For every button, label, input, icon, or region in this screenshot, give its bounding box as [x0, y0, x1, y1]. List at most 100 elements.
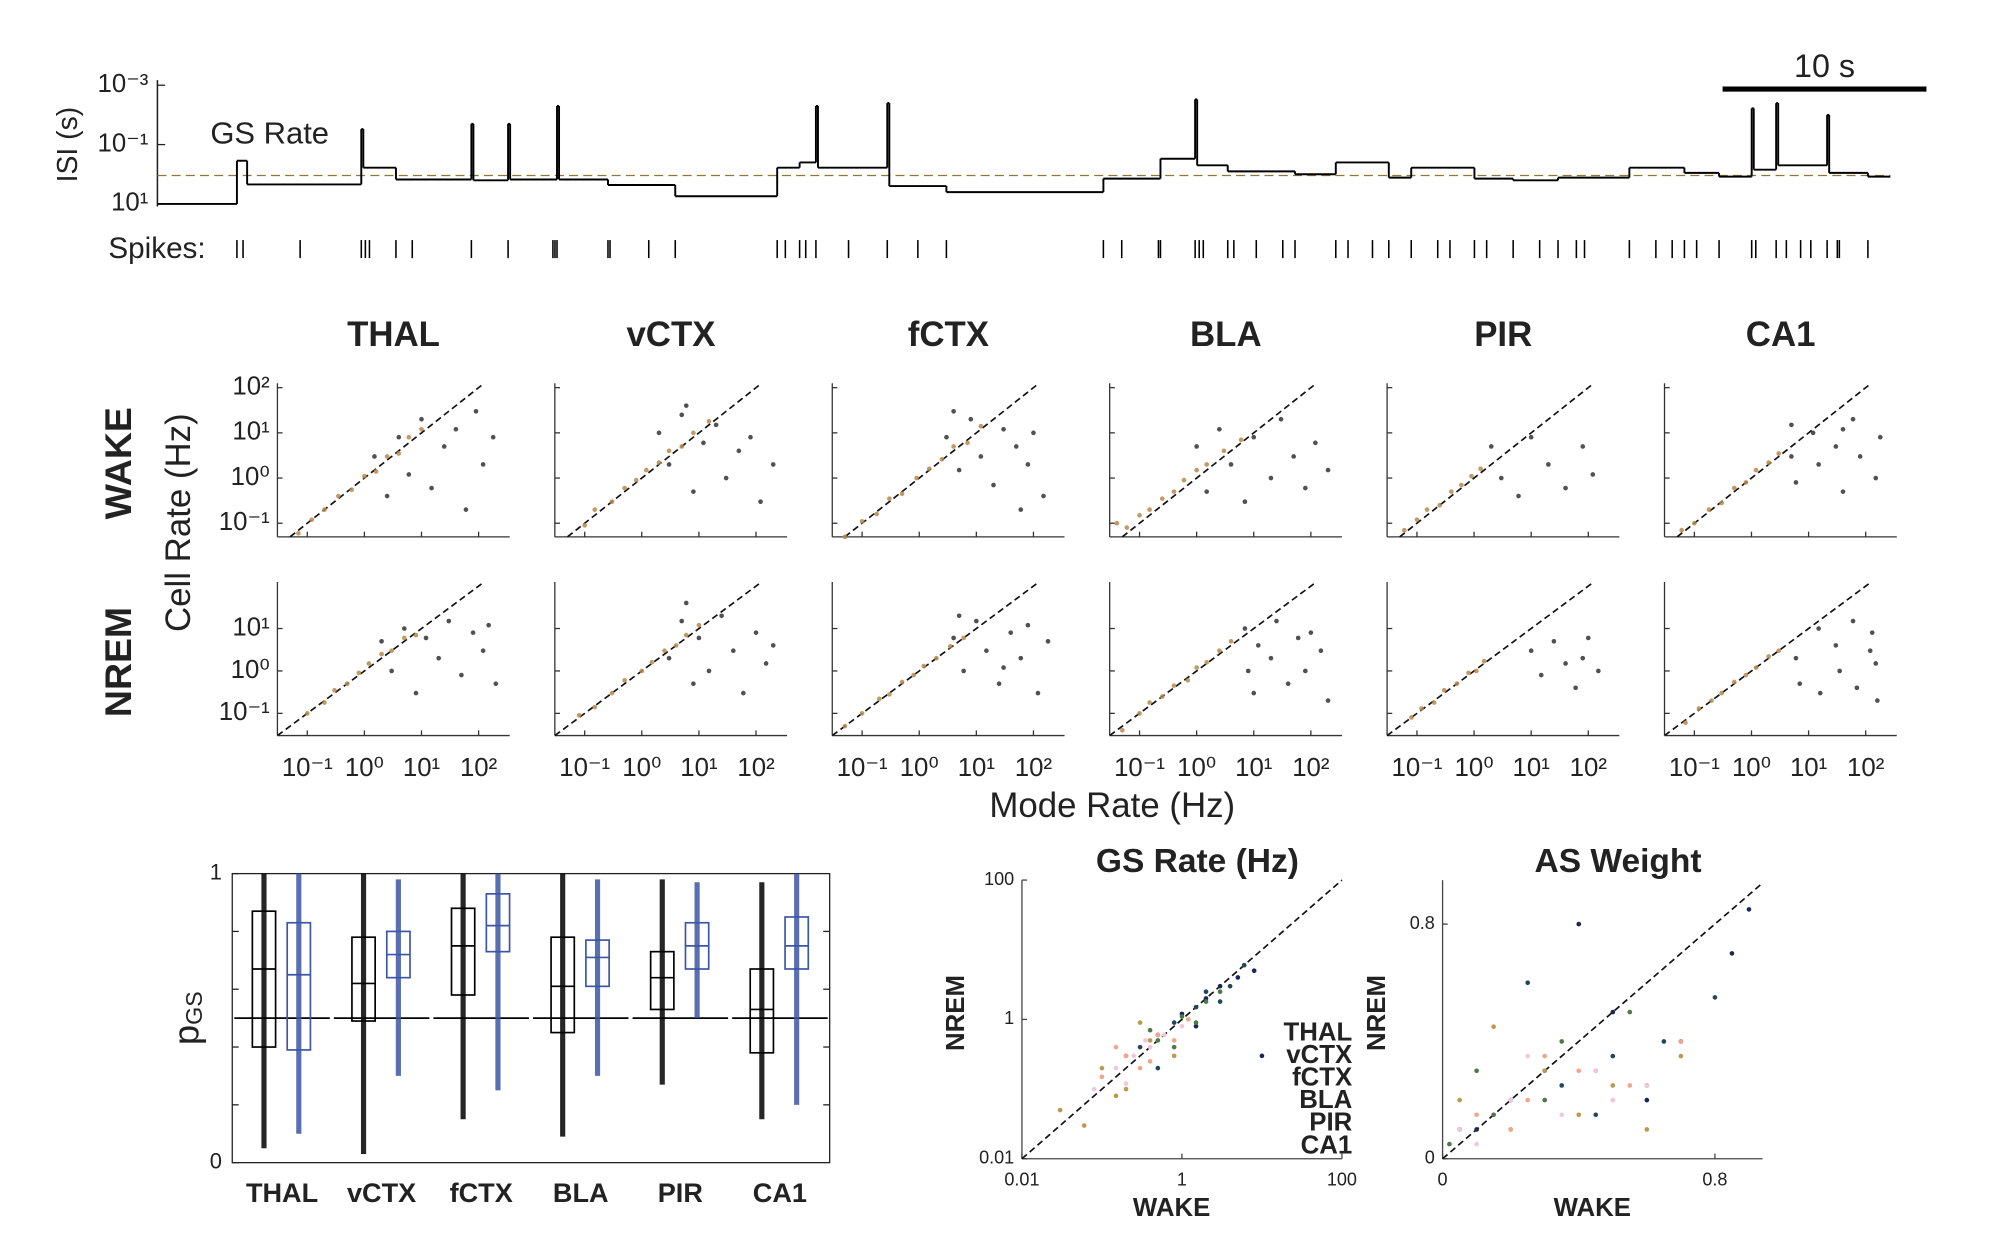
row-label: NREM: [97, 607, 139, 717]
point: [1696, 706, 1702, 711]
x-tick-label: 10⁰: [622, 754, 661, 782]
point: [1474, 1112, 1479, 1118]
point: [344, 681, 350, 687]
point: [1325, 467, 1331, 473]
point: [441, 444, 447, 449]
x-tick-label: 10¹: [1235, 754, 1273, 782]
point: [1596, 668, 1601, 674]
x-tick-label: 10⁰: [1177, 754, 1216, 782]
column-title: CA1: [1746, 315, 1816, 354]
point: [1753, 467, 1759, 473]
point: [1147, 1059, 1153, 1064]
x-tick-label: 10⁰: [1732, 754, 1771, 782]
point: [1278, 416, 1284, 422]
point: [683, 600, 689, 606]
plot-frame: [231, 872, 831, 1164]
point: [1303, 668, 1308, 674]
point: [1875, 698, 1880, 703]
point: [356, 670, 362, 676]
y-tick-label: 10¹: [232, 418, 270, 446]
point: [1114, 520, 1120, 526]
point: [1081, 1123, 1087, 1128]
point: [1242, 626, 1248, 631]
point: [1459, 482, 1464, 488]
point: [1001, 426, 1006, 432]
point: [1194, 444, 1199, 449]
point: [1585, 635, 1591, 641]
point: [1833, 643, 1839, 648]
point: [662, 648, 667, 654]
point: [842, 723, 848, 729]
x-axis-label: Mode Rate (Hz): [989, 786, 1235, 825]
box: [351, 936, 376, 1022]
point: [1025, 622, 1031, 628]
point: [1551, 638, 1557, 644]
point: [1203, 989, 1209, 995]
point: [1217, 983, 1223, 989]
point: [1137, 1020, 1143, 1025]
point: [1563, 485, 1568, 491]
point: [332, 687, 337, 693]
point: [1610, 1009, 1616, 1015]
point: [576, 712, 582, 718]
point: [1850, 618, 1856, 624]
point: [666, 462, 672, 467]
point: [1525, 1097, 1531, 1103]
point: [1419, 706, 1424, 711]
point: [1137, 1065, 1143, 1071]
point: [322, 700, 327, 705]
point: [1045, 638, 1051, 644]
point: [1593, 1068, 1599, 1074]
point: [1840, 489, 1846, 494]
point: [956, 613, 962, 619]
point: [384, 493, 390, 499]
point: [991, 482, 996, 488]
point: [486, 622, 491, 628]
point: [1171, 1053, 1177, 1059]
x-tick-label: 10²: [737, 754, 775, 782]
point: [683, 403, 689, 408]
point: [1593, 1112, 1599, 1118]
chart-title: AS Weight: [1535, 843, 1702, 880]
point: [1474, 1127, 1479, 1132]
point: [1457, 1127, 1462, 1132]
point: [713, 422, 719, 428]
point: [622, 678, 627, 683]
point: [309, 517, 315, 522]
point: [1308, 630, 1314, 635]
x-tick-label: BLA: [553, 1177, 609, 1208]
point: [1274, 618, 1279, 624]
point: [1091, 1086, 1097, 1092]
point: [753, 630, 759, 635]
x-tick-label: 100: [1327, 1169, 1357, 1189]
point: [1147, 1044, 1153, 1050]
point: [1227, 983, 1233, 989]
point: [1131, 1053, 1137, 1059]
point: [1488, 444, 1494, 449]
point: [362, 473, 367, 479]
point: [887, 692, 892, 697]
point: [666, 655, 672, 661]
point: [1057, 1107, 1063, 1113]
point: [683, 632, 689, 638]
x-tick-label: 10⁰: [1455, 754, 1494, 782]
x-tick-label: 10⁻¹: [837, 754, 888, 782]
point: [1171, 683, 1177, 688]
point: [1810, 430, 1816, 436]
point: [446, 618, 452, 624]
point: [1171, 489, 1177, 494]
point: [770, 462, 776, 467]
point: [679, 444, 685, 449]
point: [1193, 1020, 1199, 1025]
point: [899, 679, 905, 685]
point: [1251, 434, 1257, 440]
point: [1474, 1068, 1479, 1074]
point: [876, 696, 882, 702]
y-tick-label: 0.01: [979, 1148, 1014, 1168]
point: [1235, 975, 1241, 980]
point: [396, 451, 402, 456]
point: [947, 644, 953, 649]
identity-line: [566, 382, 763, 538]
point: [1491, 1024, 1496, 1030]
point: [1120, 727, 1125, 733]
